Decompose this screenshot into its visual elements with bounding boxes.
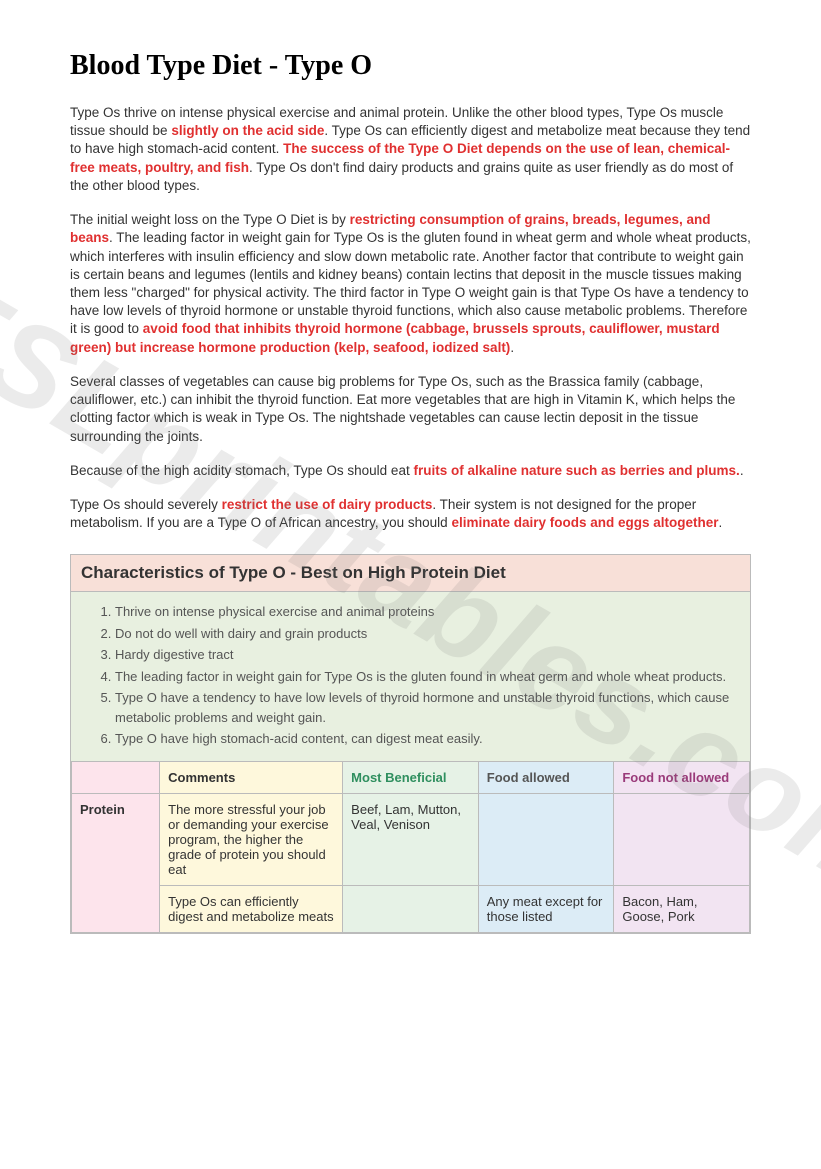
table-row: Protein The more stressful your job or d… [72,793,750,885]
text: Several classes of vegetables can cause … [70,374,735,444]
text: The initial weight loss on the Type O Di… [70,212,350,227]
list-item: Do not do well with dairy and grain prod… [115,624,740,644]
page-title: Blood Type Diet - Type O [70,50,751,82]
list-item: Type O have high stomach-acid content, c… [115,729,740,749]
highlight: avoid food that inhibits thyroid hormone… [70,321,720,354]
highlight: fruits of alkaline nature such as berrie… [413,463,739,478]
paragraph-5: Type Os should severely restrict the use… [70,496,751,532]
highlight: restrict the use of dairy products [222,497,433,512]
food-table: Comments Most Beneficial Food allowed Fo… [71,761,750,933]
list-item: Type O have a tendency to have low level… [115,688,740,727]
text: . [719,515,723,530]
cell-comments: Type Os can efficiently digest and metab… [160,885,343,932]
text: Type Os should severely [70,497,222,512]
text: Because of the high acidity stomach, Typ… [70,463,413,478]
box-header: Characteristics of Type O - Best on High… [71,555,750,592]
text: . [510,340,514,355]
cell-beneficial: Beef, Lam, Mutton, Veal, Venison [343,793,479,885]
cell-allowed [478,793,614,885]
highlight: slightly on the acid side [171,123,324,138]
list-item: Thrive on intense physical exercise and … [115,602,740,622]
list-item: Hardy digestive tract [115,645,740,665]
list-item: The leading factor in weight gain for Ty… [115,667,740,687]
document-page: Blood Type Diet - Type O Type Os thrive … [0,0,821,964]
header-blank [72,761,160,793]
header-comments: Comments [160,761,343,793]
header-beneficial: Most Beneficial [343,761,479,793]
text: . [740,463,744,478]
paragraph-4: Because of the high acidity stomach, Typ… [70,462,751,480]
paragraph-2: The initial weight loss on the Type O Di… [70,211,751,357]
characteristics-box: Characteristics of Type O - Best on High… [70,554,751,934]
cell-notallowed [614,793,750,885]
cell-allowed: Any meat except for those listed [478,885,614,932]
characteristics-list: Thrive on intense physical exercise and … [71,592,750,761]
highlight: eliminate dairy foods and eggs altogethe… [451,515,718,530]
header-notallowed: Food not allowed [614,761,750,793]
paragraph-3: Several classes of vegetables can cause … [70,373,751,446]
cell-beneficial [343,885,479,932]
table-header-row: Comments Most Beneficial Food allowed Fo… [72,761,750,793]
cell-category: Protein [72,793,160,932]
cell-notallowed: Bacon, Ham, Goose, Pork [614,885,750,932]
header-allowed: Food allowed [478,761,614,793]
table-row: Type Os can efficiently digest and metab… [72,885,750,932]
cell-comments: The more stressful your job or demanding… [160,793,343,885]
paragraph-1: Type Os thrive on intense physical exerc… [70,104,751,195]
